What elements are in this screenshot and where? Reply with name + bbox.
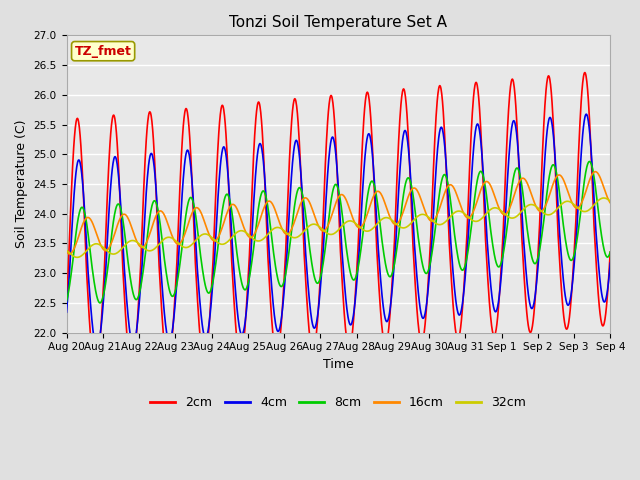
32cm bbox=[245, 232, 253, 238]
32cm bbox=[600, 195, 607, 201]
Text: TZ_fmet: TZ_fmet bbox=[75, 45, 132, 58]
32cm bbox=[184, 244, 191, 250]
8cm bbox=[423, 270, 431, 276]
2cm bbox=[184, 112, 191, 118]
Line: 4cm: 4cm bbox=[67, 114, 611, 348]
16cm bbox=[184, 222, 191, 228]
8cm bbox=[494, 264, 502, 269]
32cm bbox=[63, 247, 70, 253]
16cm bbox=[245, 234, 253, 240]
8cm bbox=[96, 300, 104, 306]
X-axis label: Time: Time bbox=[323, 358, 354, 371]
2cm bbox=[607, 249, 614, 255]
2cm bbox=[423, 298, 431, 303]
32cm bbox=[171, 237, 179, 243]
8cm bbox=[542, 198, 550, 204]
16cm bbox=[607, 200, 614, 206]
8cm bbox=[63, 298, 70, 304]
4cm bbox=[171, 307, 179, 313]
Legend: 2cm, 4cm, 8cm, 16cm, 32cm: 2cm, 4cm, 8cm, 16cm, 32cm bbox=[145, 391, 531, 414]
4cm bbox=[184, 147, 191, 153]
2cm bbox=[92, 369, 99, 374]
4cm bbox=[494, 302, 502, 308]
Line: 16cm: 16cm bbox=[67, 172, 611, 254]
Line: 2cm: 2cm bbox=[67, 72, 611, 372]
16cm bbox=[66, 251, 74, 257]
16cm bbox=[494, 203, 502, 208]
8cm bbox=[184, 201, 191, 207]
16cm bbox=[591, 169, 599, 175]
32cm bbox=[423, 213, 431, 219]
Line: 32cm: 32cm bbox=[67, 198, 611, 257]
8cm bbox=[586, 158, 593, 164]
2cm bbox=[494, 310, 502, 316]
8cm bbox=[607, 249, 614, 255]
4cm bbox=[542, 140, 550, 145]
4cm bbox=[93, 345, 100, 351]
2cm bbox=[171, 300, 179, 306]
Y-axis label: Soil Temperature (C): Soil Temperature (C) bbox=[15, 120, 28, 248]
4cm bbox=[63, 309, 70, 315]
16cm bbox=[542, 202, 550, 207]
4cm bbox=[582, 111, 590, 117]
Title: Tonzi Soil Temperature Set A: Tonzi Soil Temperature Set A bbox=[229, 15, 447, 30]
2cm bbox=[63, 298, 70, 304]
4cm bbox=[245, 282, 253, 288]
4cm bbox=[607, 260, 614, 266]
8cm bbox=[245, 278, 253, 284]
32cm bbox=[607, 198, 614, 204]
2cm bbox=[245, 266, 253, 272]
Line: 8cm: 8cm bbox=[67, 161, 611, 303]
32cm bbox=[73, 254, 81, 260]
2cm bbox=[542, 87, 550, 93]
16cm bbox=[423, 213, 431, 218]
16cm bbox=[171, 238, 179, 244]
16cm bbox=[63, 249, 70, 255]
32cm bbox=[494, 206, 502, 212]
4cm bbox=[423, 298, 431, 303]
32cm bbox=[542, 212, 550, 217]
2cm bbox=[581, 70, 589, 75]
8cm bbox=[171, 290, 179, 296]
